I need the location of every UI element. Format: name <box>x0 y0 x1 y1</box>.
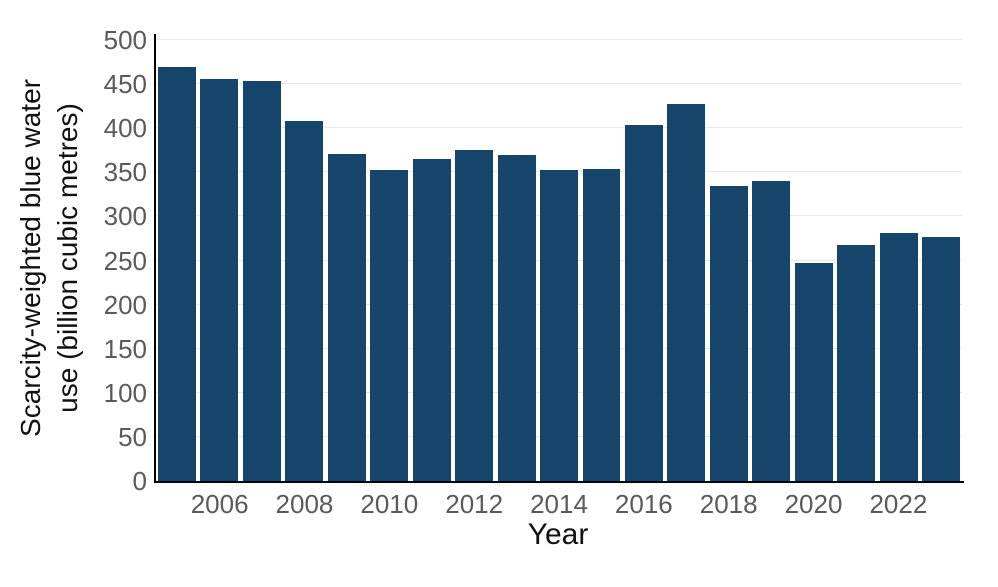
bar-2006 <box>200 78 239 481</box>
y-tick-label-350: 350 <box>103 157 147 188</box>
bar-2017 <box>667 103 706 481</box>
x-tick-label-2008: 2008 <box>275 489 334 519</box>
x-tick-label-2016: 2016 <box>614 489 673 519</box>
y-tick-label-450: 450 <box>103 69 147 100</box>
bars-layer <box>156 40 962 481</box>
x-tick-label-2020: 2020 <box>784 489 843 519</box>
x-axis-title: Year <box>527 518 589 551</box>
plot-area: 0 50 100 150 200 250 300 350 400 450 500 2006 2008 2… <box>104 27 962 517</box>
bar-2014 <box>540 169 579 481</box>
bar-2008 <box>285 121 324 481</box>
x-axis-spine <box>154 481 964 483</box>
x-tick-label-2018: 2018 <box>699 489 758 519</box>
y-tick-label-200: 200 <box>103 289 147 320</box>
x-tick-label-2012: 2012 <box>445 489 504 519</box>
y-tick-label-300: 300 <box>103 201 147 232</box>
x-tick-label-2022: 2022 <box>869 489 928 519</box>
bar-2023 <box>922 236 961 481</box>
y-axis-title-line1: Scarcity-weighted blue water <box>15 79 46 437</box>
bar-2010 <box>370 169 409 481</box>
bar-2013 <box>497 154 536 481</box>
gridline-400 <box>156 127 962 129</box>
bar-2019 <box>752 181 791 481</box>
bar-2022 <box>879 233 918 481</box>
bar-2016 <box>624 124 663 481</box>
bar-2021 <box>837 244 876 481</box>
y-axis-title-line2: use (billion cubic metres) <box>52 103 83 413</box>
y-tick-label-250: 250 <box>103 245 147 276</box>
gridline-500 <box>156 39 962 40</box>
y-tick-label-500: 500 <box>103 25 147 55</box>
bar-2020 <box>794 263 833 481</box>
x-tick-label-2006: 2006 <box>190 489 249 519</box>
y-tick-label-100: 100 <box>103 377 147 408</box>
y-axis-spine <box>154 34 156 483</box>
bar-2012 <box>455 150 494 481</box>
x-tick-label-2010: 2010 <box>360 489 419 519</box>
x-tick-label-2014: 2014 <box>530 489 588 519</box>
y-tick-label-50: 50 <box>118 421 147 452</box>
bar-2009 <box>327 153 366 481</box>
y-axis-title: Scarcity-weighted blue water use (billio… <box>12 79 86 437</box>
y-tick-label-400: 400 <box>103 113 147 144</box>
bar-2005 <box>158 67 196 481</box>
y-tick-label-0: 0 <box>132 466 147 496</box>
bar-2011 <box>412 159 451 481</box>
gridline-450 <box>156 83 962 85</box>
y-tick-label-150: 150 <box>103 333 147 364</box>
bar-2015 <box>582 168 621 481</box>
bar-2018 <box>709 185 748 481</box>
bar-2007 <box>242 81 281 481</box>
